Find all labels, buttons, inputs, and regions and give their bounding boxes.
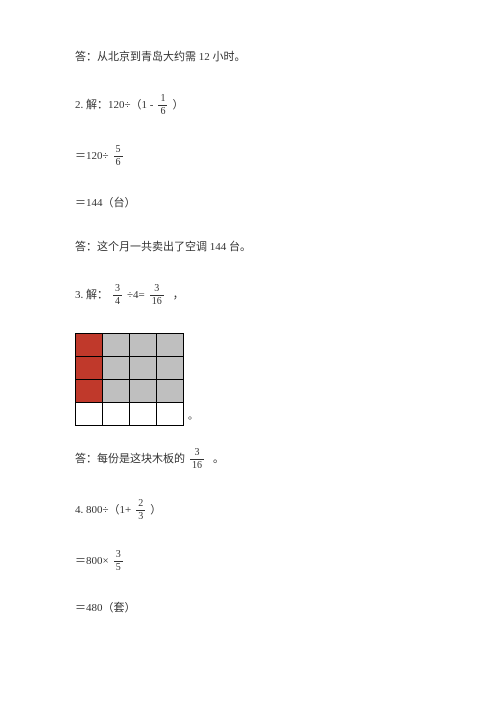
q2-frac2-den: 6 xyxy=(114,156,123,168)
grid-cell xyxy=(103,334,130,357)
q4-frac2-den: 5 xyxy=(114,561,123,573)
grid-cell xyxy=(130,380,157,403)
q4-line2: ＝800× 3 5 xyxy=(75,550,440,573)
grid-cell xyxy=(157,334,184,357)
grid-cell xyxy=(157,380,184,403)
q3-frac1-num: 3 xyxy=(113,284,122,295)
q4-line3-text: ＝480（套） xyxy=(75,601,136,616)
q2-frac1: 1 6 xyxy=(158,94,167,117)
q3-ans-frac-den: 16 xyxy=(190,459,204,471)
q4-line1: 4. 800÷（1+ 2 3 ） xyxy=(75,499,440,522)
q3-frac2: 3 16 xyxy=(150,284,164,307)
q3-suffix: ， xyxy=(173,288,184,303)
q2-answer: 答：这个月一共卖出了空调 144 台。 xyxy=(75,240,440,256)
grid-cell xyxy=(103,380,130,403)
q4-frac1-den: 3 xyxy=(136,510,145,522)
q2-line1: 2. 解：120÷（1 - 1 6 ） xyxy=(75,94,440,117)
q3-ans-frac-num: 3 xyxy=(193,448,202,459)
q3-ans-prefix: 答：每份是这块木板的 xyxy=(75,452,185,467)
q4-frac2-num: 3 xyxy=(114,550,123,561)
q4-line3: ＝480（套） xyxy=(75,601,440,617)
q2-frac1-num: 1 xyxy=(158,94,167,105)
grid-cell xyxy=(103,357,130,380)
grid-cell xyxy=(157,403,184,426)
grid-cell xyxy=(76,334,103,357)
grid-cell xyxy=(130,357,157,380)
q3-line1: 3. 解： 3 4 ÷4= 3 16 ， xyxy=(75,284,440,307)
q2-line2: ＝120÷ 5 6 xyxy=(75,145,440,168)
q3-grid-wrapper: 。 xyxy=(75,333,440,426)
q3-ans-frac: 3 16 xyxy=(190,448,204,471)
q2-line1-prefix: 2. 解：120÷（1 - xyxy=(75,98,153,113)
grid-cell xyxy=(103,403,130,426)
q2-frac1-den: 6 xyxy=(158,105,167,117)
q2-line2-prefix: ＝120÷ xyxy=(75,149,109,164)
q3-after-grid: 。 xyxy=(188,410,198,424)
q4-line1-prefix: 4. 800÷（1+ xyxy=(75,503,131,518)
page: 答：从北京到青岛大约需 12 小时。 2. 解：120÷（1 - 1 6 ） ＝… xyxy=(0,0,500,657)
q3-frac2-num: 3 xyxy=(152,284,161,295)
grid-cell xyxy=(76,380,103,403)
q2-line3-text: ＝144（台） xyxy=(75,196,136,211)
q2-answer-text: 答：这个月一共卖出了空调 144 台。 xyxy=(75,240,251,255)
grid-cell xyxy=(76,357,103,380)
q3-ans-suffix: 。 xyxy=(213,452,224,467)
q3-frac1-den: 4 xyxy=(113,295,122,307)
grid-cell xyxy=(130,334,157,357)
answer-1-text: 答：从北京到青岛大约需 12 小时。 xyxy=(75,50,246,65)
answer-1: 答：从北京到青岛大约需 12 小时。 xyxy=(75,50,440,66)
q4-frac1-num: 2 xyxy=(136,499,145,510)
q3-frac2-den: 16 xyxy=(150,295,164,307)
q4-frac1: 2 3 xyxy=(136,499,145,522)
grid-cell xyxy=(157,357,184,380)
q3-grid xyxy=(75,333,184,426)
q2-line1-suffix: ） xyxy=(172,98,183,113)
q3-mid: ÷4= xyxy=(127,288,145,303)
grid-cell xyxy=(130,403,157,426)
q3-answer: 答：每份是这块木板的 3 16 。 xyxy=(75,448,440,471)
q3-prefix: 3. 解： xyxy=(75,288,108,303)
q4-line1-suffix: ） xyxy=(150,503,161,518)
q4-frac2: 3 5 xyxy=(114,550,123,573)
q2-line3: ＝144（台） xyxy=(75,196,440,212)
q2-frac2: 5 6 xyxy=(114,145,123,168)
q4-line2-prefix: ＝800× xyxy=(75,554,109,569)
q2-frac2-num: 5 xyxy=(114,145,123,156)
q3-frac1: 3 4 xyxy=(113,284,122,307)
grid-cell xyxy=(76,403,103,426)
